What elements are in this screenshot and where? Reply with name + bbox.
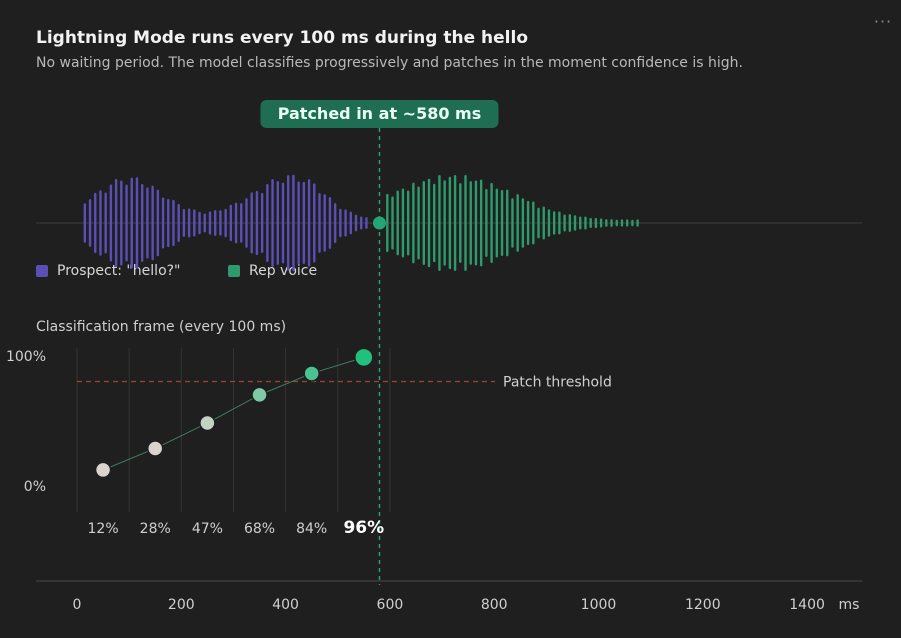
threshold-label: Patch threshold — [503, 374, 612, 390]
legend-label-rep: Rep voice — [249, 263, 318, 279]
data-point — [94, 461, 112, 479]
ellipsis-icon[interactable]: ··· — [873, 12, 893, 31]
classification-frame-label: Classification frame (every 100 ms) — [36, 319, 287, 335]
value-label: 96% — [343, 518, 384, 538]
x-tick-label: 600 — [377, 597, 404, 613]
y-tick-label: 100% — [6, 349, 46, 365]
legend-label-prospect: Prospect: "hello?" — [57, 263, 181, 279]
data-point — [146, 440, 164, 457]
confidence-line — [102, 356, 364, 471]
data-point — [251, 386, 268, 404]
patch-badge — [260, 100, 499, 128]
value-label: 12% — [88, 521, 119, 537]
y-tick-label: 0% — [24, 479, 46, 495]
x-tick-label: 0 — [73, 597, 82, 613]
data-point — [354, 347, 374, 368]
rep-swatch — [228, 265, 240, 277]
patch-marker-dot — [372, 216, 386, 230]
legend-item-prospect: Prospect: "hello?" — [36, 263, 181, 279]
value-label: 28% — [140, 521, 171, 537]
data-point — [199, 414, 216, 432]
x-axis-unit: ms — [839, 597, 860, 613]
x-tick-label: 800 — [481, 597, 508, 613]
patch-badge-label: Patched in at ~580 ms — [278, 104, 482, 123]
chart-subtitle: No waiting period. The model classifies … — [36, 55, 743, 71]
value-label: 84% — [296, 521, 327, 537]
x-tick-label: 400 — [272, 597, 299, 613]
value-label: 68% — [244, 521, 275, 537]
data-point — [303, 365, 320, 382]
legend-item-rep: Rep voice — [228, 263, 317, 279]
chart-title: Lightning Mode runs every 100 ms during … — [36, 28, 529, 48]
value-label: 47% — [192, 521, 223, 537]
x-tick-label: 1000 — [581, 597, 617, 613]
x-tick-label: 1400 — [789, 597, 825, 613]
x-tick-label: 200 — [168, 597, 195, 613]
prospect-swatch — [36, 265, 48, 277]
x-tick-label: 1200 — [685, 597, 721, 613]
